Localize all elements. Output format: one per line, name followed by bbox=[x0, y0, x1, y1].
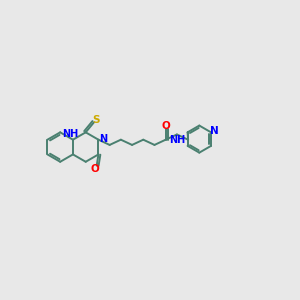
Text: NH: NH bbox=[169, 135, 185, 145]
Text: O: O bbox=[91, 164, 100, 173]
Text: N: N bbox=[210, 126, 219, 136]
Text: S: S bbox=[92, 115, 100, 125]
Text: NH: NH bbox=[62, 129, 79, 139]
Text: O: O bbox=[161, 121, 170, 131]
Text: N: N bbox=[100, 134, 108, 144]
